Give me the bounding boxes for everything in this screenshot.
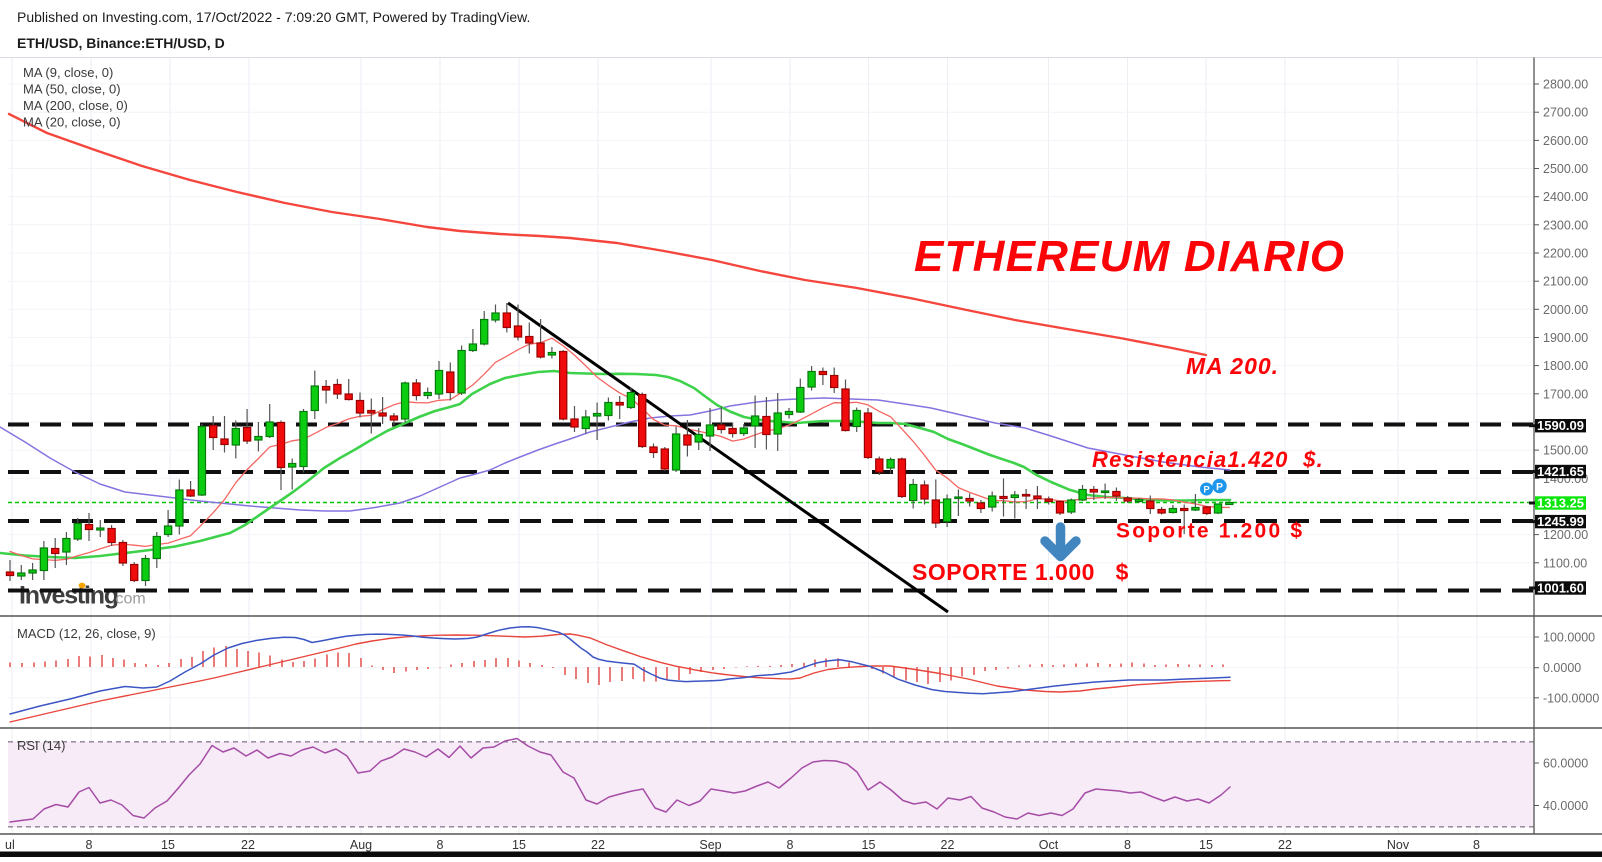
svg-text:8: 8 bbox=[1124, 838, 1131, 852]
svg-text:2300.00: 2300.00 bbox=[1543, 218, 1588, 232]
svg-text:1590.09: 1590.09 bbox=[1537, 418, 1584, 433]
svg-text:Nov: Nov bbox=[1387, 838, 1410, 852]
svg-text:2500.00: 2500.00 bbox=[1543, 162, 1588, 176]
svg-text:1245.99: 1245.99 bbox=[1537, 514, 1584, 529]
svg-text:2600.00: 2600.00 bbox=[1543, 134, 1588, 148]
svg-text:2700.00: 2700.00 bbox=[1543, 106, 1588, 120]
svg-text:Sep: Sep bbox=[699, 838, 721, 852]
svg-text:2000.00: 2000.00 bbox=[1543, 303, 1588, 317]
svg-text:MA (50, close, 0): MA (50, close, 0) bbox=[23, 82, 121, 97]
svg-text:MA 200.: MA 200. bbox=[1186, 353, 1279, 379]
svg-text:15: 15 bbox=[1199, 838, 1213, 852]
svg-text:8: 8 bbox=[787, 838, 794, 852]
svg-text:1313.25: 1313.25 bbox=[1537, 495, 1584, 510]
svg-text:60.0000: 60.0000 bbox=[1543, 757, 1588, 771]
svg-text:Published on Investing.com, 17: Published on Investing.com, 17/Oct/2022 … bbox=[17, 9, 530, 25]
svg-text:22: 22 bbox=[591, 838, 605, 852]
svg-text:1800.00: 1800.00 bbox=[1543, 359, 1588, 373]
svg-text:15: 15 bbox=[862, 838, 876, 852]
svg-text:8: 8 bbox=[86, 838, 93, 852]
svg-text:RSI (14): RSI (14) bbox=[17, 738, 65, 753]
svg-text:1900.00: 1900.00 bbox=[1543, 331, 1588, 345]
svg-text:40.0000: 40.0000 bbox=[1543, 799, 1588, 813]
svg-text:1421.65: 1421.65 bbox=[1537, 464, 1584, 479]
svg-text:22: 22 bbox=[1278, 838, 1292, 852]
svg-text:.com: .com bbox=[111, 591, 146, 608]
svg-text:MA (20, close, 0): MA (20, close, 0) bbox=[23, 115, 121, 130]
svg-text:15: 15 bbox=[512, 838, 526, 852]
svg-text:15: 15 bbox=[161, 838, 175, 852]
svg-text:P: P bbox=[1216, 481, 1223, 493]
svg-text:2400.00: 2400.00 bbox=[1543, 190, 1588, 204]
svg-text:ul: ul bbox=[5, 838, 15, 852]
svg-text:22: 22 bbox=[941, 838, 955, 852]
svg-text:Investing: Investing bbox=[19, 582, 118, 610]
svg-text:ETHEREUM DIARIO: ETHEREUM DIARIO bbox=[914, 232, 1345, 281]
svg-text:ETH/USD, Binance:ETH/USD, D: ETH/USD, Binance:ETH/USD, D bbox=[17, 35, 225, 51]
svg-text:0.0000: 0.0000 bbox=[1543, 661, 1581, 675]
svg-text:1500.00: 1500.00 bbox=[1543, 444, 1588, 458]
svg-text:-100.0000: -100.0000 bbox=[1543, 691, 1599, 705]
svg-text:1001.60: 1001.60 bbox=[1537, 580, 1584, 595]
svg-text:Soporte 1.200 $: Soporte 1.200 $ bbox=[1116, 520, 1304, 543]
svg-text:1100.00: 1100.00 bbox=[1543, 556, 1587, 570]
svg-text:Resistencia1.420 $.: Resistencia1.420 $. bbox=[1092, 447, 1324, 472]
svg-text:Oct: Oct bbox=[1039, 838, 1059, 852]
svg-text:100.0000: 100.0000 bbox=[1543, 631, 1595, 645]
svg-text:MA (200, close, 0): MA (200, close, 0) bbox=[23, 98, 128, 113]
svg-text:1700.00: 1700.00 bbox=[1543, 387, 1588, 401]
svg-text:Aug: Aug bbox=[350, 838, 372, 852]
svg-text:8: 8 bbox=[437, 838, 444, 852]
svg-text:SOPORTE 1.000 $: SOPORTE 1.000 $ bbox=[912, 559, 1129, 585]
svg-text:2800.00: 2800.00 bbox=[1543, 78, 1588, 92]
svg-text:2200.00: 2200.00 bbox=[1543, 247, 1588, 261]
svg-text:22: 22 bbox=[241, 838, 255, 852]
svg-text:MACD (12, 26, close, 9): MACD (12, 26, close, 9) bbox=[17, 626, 156, 641]
svg-text:P: P bbox=[1203, 485, 1210, 496]
svg-text:2100.00: 2100.00 bbox=[1543, 275, 1588, 289]
svg-text:MA (9, close, 0): MA (9, close, 0) bbox=[23, 65, 113, 80]
svg-text:1200.00: 1200.00 bbox=[1543, 528, 1588, 542]
svg-text:8: 8 bbox=[1473, 838, 1480, 852]
